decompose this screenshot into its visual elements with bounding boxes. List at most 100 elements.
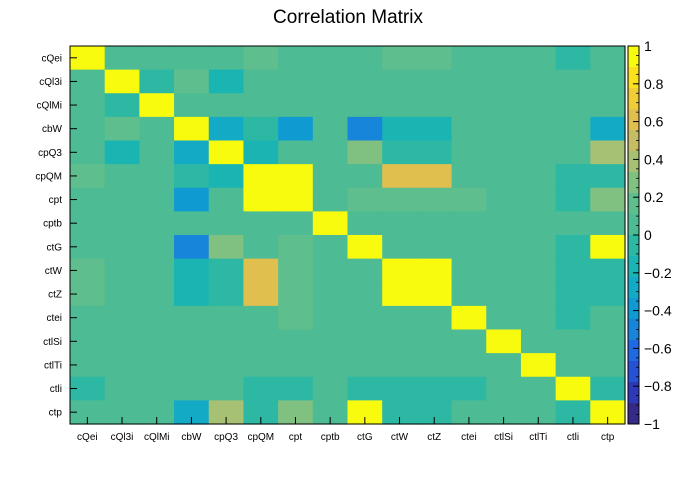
- y-tick-label: cptb: [43, 219, 62, 230]
- heatmap-cell-ctZ-cptb: [312, 282, 349, 307]
- x-tick-label: ctli: [567, 432, 579, 443]
- heatmap-cell-cQl3i-ctli: [555, 69, 591, 94]
- heatmap-cell-ctW-ctlSi: [486, 258, 522, 283]
- heatmap-cell-cpQM-cQl3i: [104, 164, 140, 189]
- heatmap-cell-cptb-ctp: [590, 211, 626, 236]
- heatmap-cell-cQl3i-ctZ: [416, 69, 453, 94]
- heatmap-cell-ctZ-ctlTi: [520, 282, 557, 307]
- heatmap-cell-ctei-ctW: [382, 305, 418, 331]
- heatmap-cell-ctG-ctZ: [416, 235, 453, 260]
- heatmap-cell-cpt-ctW: [382, 187, 418, 212]
- colorbar-band: [628, 256, 639, 278]
- heatmap-cell-cpt-ctli: [555, 187, 591, 212]
- x-tick-label: cptb: [321, 432, 340, 443]
- heatmap-cell-cpQM-cptb: [312, 164, 349, 189]
- heatmap-cell-ctZ-ctZ: [416, 282, 453, 307]
- heatmap-cell-ctlTi-ctp: [590, 353, 626, 378]
- heatmap-cell-cQlMi-ctlTi: [520, 93, 557, 118]
- heatmap-cell-cQl3i-cbW: [174, 69, 210, 94]
- heatmap-cell-cQl3i-cQl3i: [104, 69, 140, 94]
- heatmap-cell-ctlTi-cpQ3: [208, 353, 245, 378]
- heatmap-cell-cbW-ctlTi: [520, 116, 557, 142]
- colorbar-band: [628, 277, 639, 299]
- heatmap-cell-ctlSi-ctW: [382, 329, 418, 354]
- heatmap-cell-cpt-ctZ: [416, 187, 453, 212]
- heatmap-cell-ctZ-cQl3i: [104, 282, 140, 307]
- heatmap-cell-ctZ-cpt: [278, 282, 314, 307]
- heatmap-cell-ctlTi-ctlTi: [520, 353, 557, 378]
- x-tick-label: cQlMi: [144, 432, 170, 443]
- heatmap-cells: [70, 46, 626, 425]
- colorbar-tick-label: −0.6: [644, 340, 672, 356]
- heatmap-cell-cbW-cpQM: [243, 116, 279, 142]
- x-tick-label: cQl3i: [111, 432, 134, 443]
- x-tick-label: cbW: [181, 432, 202, 443]
- heatmap-cell-cpQM-cpQ3: [208, 164, 245, 189]
- heatmap-cell-cpQ3-ctZ: [416, 140, 453, 165]
- colorbar-band: [628, 88, 639, 110]
- heatmap-cell-cbW-cQlMi: [139, 116, 175, 142]
- heatmap-cell-cpQM-ctZ: [416, 164, 453, 189]
- heatmap-cell-cQlMi-cbW: [174, 93, 210, 118]
- colorbar-band: [628, 235, 639, 257]
- heatmap-cell-ctlSi-ctp: [590, 329, 626, 354]
- colorbar: [627, 45, 640, 425]
- heatmap-cell-cpQ3-ctlSi: [486, 140, 522, 165]
- heatmap-cell-cQlMi-cptb: [312, 93, 349, 118]
- heatmap-cell-cQlMi-ctlSi: [486, 93, 522, 118]
- heatmap-cell-cpt-cQlMi: [139, 187, 175, 212]
- heatmap-cell-cpt-ctlTi: [520, 187, 557, 212]
- heatmap-cell-ctli-ctG: [347, 376, 383, 401]
- heatmap-cell-cpQ3-cpQM: [243, 140, 279, 165]
- heatmap-cell-ctlSi-cbW: [174, 329, 210, 354]
- colorbar-tick-label: 0.2: [644, 189, 664, 205]
- colorbar-band: [628, 46, 639, 68]
- plot-frame: [69, 45, 626, 425]
- y-tick-label: cQlMi: [36, 101, 62, 112]
- colorbar-tick-label: 0.4: [644, 151, 664, 167]
- heatmap-cell-cbW-cQl3i: [104, 116, 140, 142]
- heatmap-cell-ctlSi-ctli: [555, 329, 591, 354]
- heatmap-cell-cQl3i-cpQM: [243, 69, 279, 94]
- heatmap-cell-ctG-ctei: [451, 235, 487, 260]
- heatmap-cell-ctW-ctlTi: [520, 258, 557, 283]
- heatmap-cell-ctei-ctZ: [416, 305, 453, 331]
- heatmap-cell-cpt-ctlSi: [486, 187, 522, 212]
- heatmap-cell-cptb-ctG: [347, 211, 383, 236]
- heatmap-cell-cpQM-cbW: [174, 164, 210, 189]
- heatmap-cell-ctli-cpQM: [243, 376, 279, 401]
- heatmap-cell-cbW-ctW: [382, 116, 418, 142]
- heatmap-cell-ctei-cpt: [278, 305, 314, 331]
- x-tick-label: ctZ: [427, 432, 441, 443]
- heatmap-cell-cpQM-cpt: [278, 164, 314, 189]
- chart-title: Correlation Matrix: [273, 7, 423, 28]
- heatmap-cell-ctG-cQlMi: [139, 235, 175, 260]
- heatmap-cell-ctli-ctlSi: [486, 376, 522, 401]
- y-tick-label: cpQM: [35, 171, 62, 182]
- heatmap-cell-cpQM-cQlMi: [139, 164, 175, 189]
- heatmap-cell-cpQ3-cpQ3: [208, 140, 245, 165]
- heatmap-cell-ctlSi-ctlTi: [520, 329, 557, 354]
- heatmap-cell-ctlSi-ctlSi: [486, 329, 522, 354]
- heatmap-cell-ctG-ctp: [590, 235, 626, 260]
- heatmap-cell-ctG-cpt: [278, 235, 314, 260]
- heatmap-cell-ctli-ctZ: [416, 376, 453, 401]
- heatmap-cell-cbW-cpQ3: [208, 116, 245, 142]
- heatmap-cell-ctW-cpt: [278, 258, 314, 283]
- heatmap-cell-cQlMi-ctli: [555, 93, 591, 118]
- heatmap-cell-cpt-cptb: [312, 187, 349, 212]
- x-tick-label: ctei: [461, 432, 477, 443]
- heatmap-cell-cpQM-ctlTi: [520, 164, 557, 189]
- heatmap-cell-cpQ3-cbW: [174, 140, 210, 165]
- heatmap-cell-ctW-ctli: [555, 258, 591, 283]
- heatmap-cell-cQei-cptb: [312, 46, 349, 71]
- heatmap-cell-ctlTi-cQlMi: [139, 353, 175, 378]
- heatmap-cell-ctei-ctG: [347, 305, 383, 331]
- heatmap-cell-ctli-cQlMi: [139, 376, 175, 401]
- heatmap-cell-ctei-cptb: [312, 305, 349, 331]
- heatmap-cell-ctlTi-ctei: [451, 353, 487, 378]
- heatmap-cell-ctZ-ctG: [347, 282, 383, 307]
- heatmap-cell-cpQ3-ctlTi: [520, 140, 557, 165]
- heatmap-cell-cbW-cpt: [278, 116, 314, 142]
- heatmap-cell-ctei-cQl3i: [104, 305, 140, 331]
